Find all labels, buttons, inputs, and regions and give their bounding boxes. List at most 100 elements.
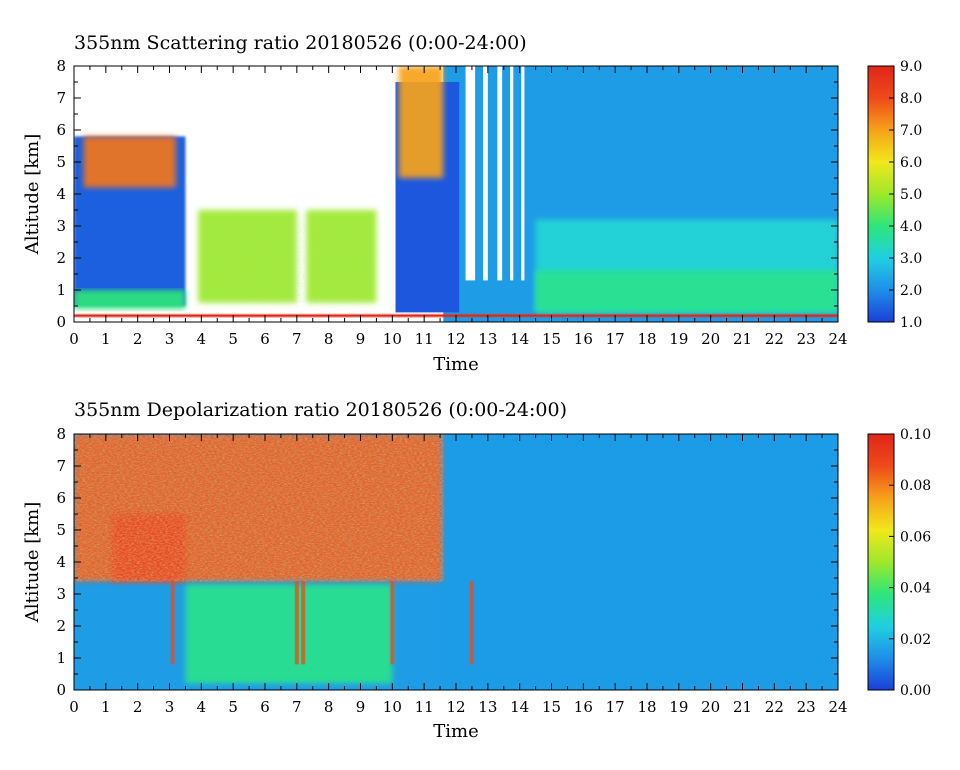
y-tick-label: 2 (56, 617, 66, 635)
x-tick-label: 13 (478, 698, 497, 716)
axes: 0 1 2 3 4 5 6 7 8 9 10 11 12 13 14 15 16 17 18 19 20 21 22 23 24… (56, 425, 847, 716)
texture (201, 213, 374, 303)
colorbar: 1.0 2.0 3.0 4.0 5.0 6.0 7.0 8.0 9.0 (867, 59, 922, 331)
colorbar-tick-label: 7.0 (900, 123, 922, 139)
x-tick-label: 10 (383, 330, 402, 348)
depol-streak (469, 581, 474, 665)
x-tick-label: 11 (415, 698, 434, 716)
feature-low-layer (185, 584, 393, 684)
feature-cloud (83, 136, 176, 188)
y-tick-label: 5 (56, 153, 66, 171)
no-signal-gap (465, 66, 476, 281)
heatmap-field (74, 434, 838, 690)
x-tick-label: 16 (574, 698, 593, 716)
heatmap-plot (74, 434, 838, 690)
y-tick-label: 7 (56, 89, 66, 107)
x-tick-label: 23 (797, 330, 816, 348)
y-tick-label: 5 (56, 521, 66, 539)
y-tick-label: 0 (56, 313, 66, 331)
y-axis-label: Altitude [km] (22, 502, 43, 624)
x-tick-label: 6 (260, 698, 270, 716)
chart-title: 355nm Depolarization ratio 20180526 (0:0… (74, 399, 567, 421)
x-tick-label: 6 (260, 330, 270, 348)
x-tick-label: 23 (797, 698, 816, 716)
x-tick-label: 21 (733, 330, 752, 348)
y-tick-label: 4 (56, 185, 66, 203)
x-tick-label: 2 (133, 698, 143, 716)
colorbar-tick-label: 9.0 (900, 59, 922, 75)
x-tick-label: 9 (356, 330, 366, 348)
heatmap-field (74, 66, 838, 322)
depol-streak (301, 581, 306, 665)
depol-streak (170, 581, 175, 665)
x-tick-label: 2 (133, 330, 143, 348)
x-tick-label: 5 (228, 698, 238, 716)
no-signal-gap (510, 66, 514, 281)
x-tick-label: 21 (733, 698, 752, 716)
y-tick-label: 8 (56, 57, 66, 75)
x-tick-label: 7 (292, 698, 302, 716)
colorbar-tick-label: 0.04 (900, 581, 931, 597)
texture (74, 434, 444, 582)
depol-streak (390, 581, 395, 665)
colorbar-tick-label: 2.0 (900, 283, 922, 299)
x-tick-label: 1 (101, 330, 111, 348)
x-tick-label: 17 (606, 698, 625, 716)
x-tick-label: 22 (765, 698, 784, 716)
y-axis-label: Altitude [km] (22, 134, 43, 256)
x-tick-label: 13 (478, 330, 497, 348)
no-signal-gap (497, 66, 503, 281)
colorbar: 0.00 0.02 0.04 0.06 0.08 0.10 (867, 427, 931, 699)
x-tick-label: 7 (292, 330, 302, 348)
x-tick-label: 10 (383, 698, 402, 716)
colorbar-tick-label: 0.10 (900, 427, 931, 443)
feature-cloud (398, 66, 444, 178)
depol-streak (294, 581, 299, 665)
colorbar-tick-label: 5.0 (900, 187, 922, 203)
y-tick-label: 2 (56, 249, 66, 267)
x-tick-label: 14 (510, 698, 529, 716)
y-tick-label: 4 (56, 553, 66, 571)
x-tick-label: 19 (669, 330, 688, 348)
y-tick-label: 3 (56, 217, 66, 235)
x-tick-label: 15 (542, 330, 561, 348)
colorbar-tick-label: 8.0 (900, 91, 922, 107)
y-tick-label: 7 (56, 457, 66, 475)
colorbar-tick-label: 0.06 (900, 529, 931, 545)
x-axis-label: Time (433, 354, 478, 375)
x-tick-label: 20 (701, 698, 720, 716)
x-tick-label: 8 (324, 330, 334, 348)
x-tick-label: 19 (669, 698, 688, 716)
feature-boundary-layer (535, 270, 838, 313)
y-tick-label: 0 (56, 681, 66, 699)
feature-boundary-layer (74, 290, 186, 310)
x-tick-label: 4 (197, 330, 207, 348)
x-tick-label: 4 (197, 698, 207, 716)
x-tick-label: 12 (446, 698, 465, 716)
x-tick-label: 0 (69, 698, 79, 716)
x-tick-label: 22 (765, 330, 784, 348)
x-tick-label: 1 (101, 698, 111, 716)
axes: 0 1 2 3 4 5 6 7 8 9 10 11 12 13 14 15 16 17 18 19 20 21 22 23 24… (56, 57, 847, 348)
x-tick-label: 8 (324, 698, 334, 716)
x-tick-label: 20 (701, 330, 720, 348)
colorbar-tick-label: 4.0 (900, 219, 922, 235)
colorbar-tick-label: 1.0 (900, 315, 922, 331)
y-tick-label: 1 (56, 649, 66, 667)
y-tick-label: 8 (56, 425, 66, 443)
y-tick-label: 6 (56, 489, 66, 507)
x-axis-label: Time (433, 721, 478, 742)
x-tick-label: 16 (574, 330, 593, 348)
x-tick-label: 24 (828, 698, 847, 716)
scattering-ratio-panel: 355nm Scattering ratio 20180526 (0:00-24… (22, 32, 922, 375)
colorbar-tick-label: 0.00 (900, 683, 931, 699)
no-signal-gap (483, 66, 488, 281)
feature-background (443, 434, 838, 690)
x-tick-label: 9 (356, 698, 366, 716)
colorbar-tick-label: 0.08 (900, 478, 931, 494)
x-tick-label: 14 (510, 330, 529, 348)
x-tick-label: 24 (828, 330, 847, 348)
y-tick-label: 6 (56, 121, 66, 139)
colorbar-tick-label: 6.0 (900, 155, 922, 171)
